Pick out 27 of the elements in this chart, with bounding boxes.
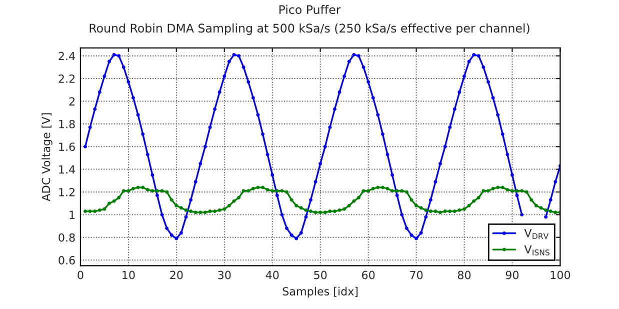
x-tick-label: 20 (170, 270, 183, 280)
x-tick-label: 30 (218, 270, 231, 280)
x-tick-label: 80 (458, 270, 471, 280)
x-tick-label: 50 (314, 270, 327, 280)
x-tick-label: 40 (266, 270, 279, 280)
chart-subtitle: Round Robin DMA Sampling at 500 kSa/s (250 kSa/s effective per channel) (90, 23, 530, 35)
x-tick-label: 70 (410, 270, 423, 280)
legend-label: V$_{ISNS}$ (524, 245, 550, 256)
y-tick-label: 2.4 (58, 52, 75, 60)
y-tick-label: 1 (70, 210, 75, 219)
x-tick-label: 90 (506, 270, 519, 280)
x-tick-label: 100 (550, 270, 570, 280)
y-tick-label: 2.2 (58, 74, 74, 83)
x-tick-label: 60 (362, 270, 375, 280)
y-tick-label: 2 (69, 97, 74, 106)
y-tick-label: 0.8 (58, 233, 75, 242)
y-tick-label: 1.8 (59, 120, 75, 128)
x-tick-label: 0 (78, 270, 84, 280)
y-tick-label: 0.6 (58, 256, 75, 264)
legend-label: V$_{DRV}$ (524, 229, 549, 239)
x-axis-title: Samples [idx] (282, 286, 358, 298)
y-tick-label: 1.6 (59, 142, 75, 151)
y-tick-label: 1.4 (59, 165, 75, 174)
chart-title: Pico Puffer (279, 4, 341, 14)
y-tick-label: 1.2 (59, 188, 74, 196)
y-axis-title: ADC Voltage [V] (42, 113, 52, 202)
x-tick-label: 10 (122, 270, 135, 280)
